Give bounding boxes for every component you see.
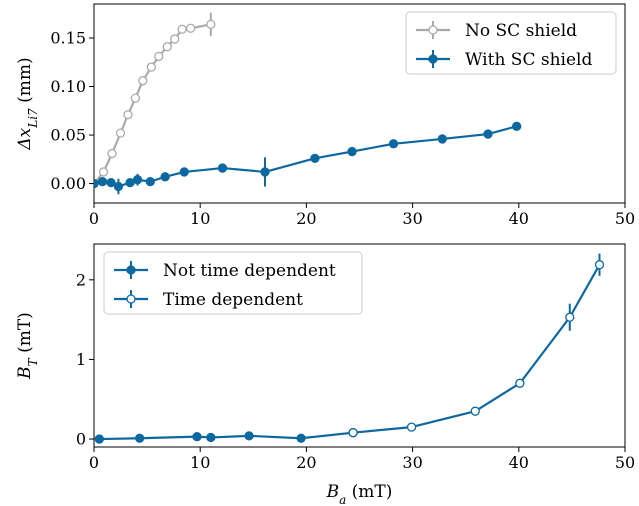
panel-1-series-1-point (406, 422, 417, 432)
panel-0-ylabel-sub: Li7 (26, 108, 40, 129)
panel-1-ylabel: BT (mT) (15, 312, 40, 380)
panel-1-legend-label-0: Not time dependent (163, 261, 336, 281)
panel-1-ylabel-unit: (mT) (15, 312, 35, 358)
panel-0-series-1-point (106, 177, 116, 188)
panel-0-series-1-point (512, 121, 522, 131)
panel-1-xlabel-main: B (326, 482, 340, 502)
panel-1-series-1-point (594, 260, 605, 270)
panel-1-xlabel-sub: a (339, 493, 346, 506)
panel-1-legend-marker-0 (126, 265, 136, 275)
panel-0-legend-box (405, 11, 617, 75)
panel-0-series-1-point (437, 134, 447, 144)
panel-0-series-1-point (483, 129, 493, 139)
panel-0-series-1-point (217, 163, 228, 173)
panel-1-xlabel: Ba (mT) (326, 482, 393, 506)
panel-0-series-1-point (260, 167, 270, 177)
panel-0-xtick-label: 0 (89, 209, 99, 228)
panel-1-ytick-label: 0 (76, 430, 86, 449)
panel-0-series-0-point (123, 110, 133, 120)
panel-1-xtick-label: 50 (615, 453, 635, 472)
panel-0-xtick-label: 10 (190, 209, 210, 228)
panel-1-xtick-label: 0 (89, 453, 99, 472)
panel-0-series-1-point (388, 139, 399, 149)
panel-0-series-1-point (179, 167, 189, 177)
panel-0-ytick-label: 0.15 (50, 28, 86, 47)
panel-0-series-0-point (177, 24, 187, 34)
panel-0-legend-marker-0 (428, 25, 438, 35)
panel-0-xtick-label: 20 (296, 209, 316, 228)
panel-0-series-0-point (162, 42, 172, 52)
panel-0-series-0-line (94, 23, 212, 185)
panel-1-ylabel-sub: T (26, 357, 40, 366)
panel-1-series-1-point (565, 312, 575, 322)
panel-0-ylabel: ΔxLi7 (mm) (15, 57, 40, 150)
panel-0-series-0-point (130, 93, 141, 103)
panel-1-series-0-point (206, 432, 216, 443)
panel-0-series-1-point (347, 146, 357, 157)
panel-0-series-0-point (185, 23, 196, 33)
panel-0-series-0-point (98, 167, 109, 177)
panel-0-series-0-point (107, 148, 117, 159)
panel-0-series-0-point (146, 62, 156, 72)
panel-1-legend-label-1: Time dependent (163, 290, 303, 310)
panel-1-series-0-point (192, 432, 202, 442)
panel-1-xtick-label: 10 (190, 453, 210, 472)
panel-0-series-1-point (160, 172, 170, 182)
panel-1-legend-marker-1 (126, 294, 136, 304)
panel-0-series-0-point (206, 19, 216, 30)
panel-0-series-0-point (138, 76, 148, 86)
panel-0-series-1-point (310, 153, 320, 163)
panel-0-xtick-label: 30 (402, 209, 422, 228)
panel-1-legend-box (103, 251, 363, 315)
panel-0-legend-label-1: With SC shield (465, 50, 592, 70)
panel-0-xtick-label: 50 (615, 209, 635, 228)
top-panel-shifts: 0 10 20 30 40 50 0.00 0.05 0.10 0.15 ΔxLi7 (mm) No … (15, 3, 635, 228)
panel-1-series-1-line (353, 264, 601, 434)
panel-1-ytick-label: 2 (76, 270, 86, 289)
panel-0-legend-marker-1 (428, 54, 438, 64)
panel-1-xlabel-unit: (mT) (346, 482, 392, 502)
panel-0-ylabel-main: Δx (15, 127, 35, 150)
panel-0-ytick-label: 0.05 (50, 126, 86, 145)
panel-1-xtick-label: 40 (509, 453, 529, 472)
panel-1-ylabel-main: B (15, 366, 35, 380)
panel-0-series-1-point (97, 176, 108, 187)
panel-0-plot-area (94, 12, 522, 195)
panel-1-series-1-point (515, 378, 525, 388)
panel-1-ytick-label: 1 (76, 350, 86, 369)
panel-0-ytick-label: 0.10 (50, 77, 86, 96)
panel-1-xtick-label: 20 (296, 453, 316, 472)
panel-0-series-0-point (170, 34, 180, 44)
panel-0-series-0-point (115, 128, 126, 138)
panel-1-series-0-point (296, 433, 306, 443)
panel-0-legend-label-0: No SC shield (465, 21, 577, 41)
panel-1-plot-area (94, 253, 605, 444)
panel-0-series-1-point (145, 176, 155, 187)
panel-1-series-0-point (135, 433, 145, 443)
panel-0-frame (93, 3, 626, 204)
panel-1-series-1-point (470, 406, 480, 416)
panel-1-series-0-point (94, 434, 104, 444)
panel-0-ylabel-unit: (mm) (15, 57, 35, 108)
panel-0-series-1-point (113, 181, 124, 192)
panel-0-series-0-point (154, 51, 164, 62)
panel-1-series-1-point (348, 428, 358, 438)
panel-0-series-1-point (94, 178, 99, 189)
panel-0-ytick-label: 0.00 (50, 174, 86, 193)
panel-1-series-0-point (244, 431, 254, 441)
panel-1-xtick-label: 30 (402, 453, 422, 472)
panel-0-series-1-point (132, 175, 143, 185)
panel-1-frame (93, 243, 626, 448)
panel-0-xtick-label: 40 (509, 209, 529, 228)
panel-0-series-1-line (94, 125, 517, 188)
